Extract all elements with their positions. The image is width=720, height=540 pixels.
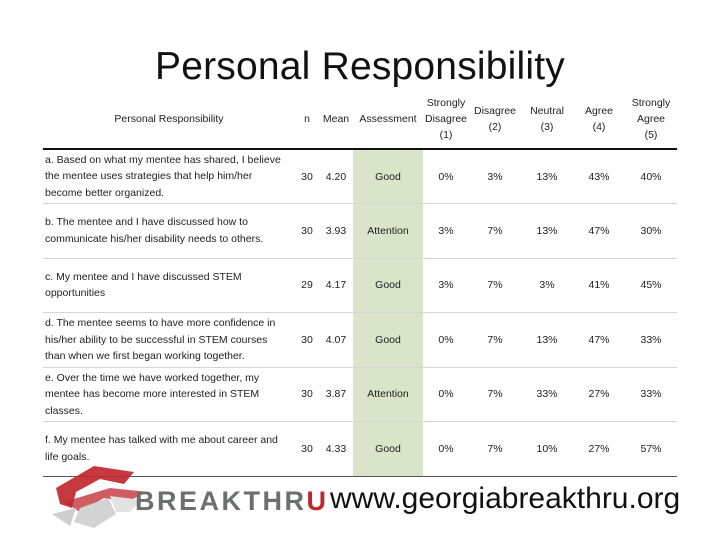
question-cell: a. Based on what my mentee has shared, I… <box>43 149 295 204</box>
neutral-cell: 10% <box>521 421 573 477</box>
mean-cell: 4.20 <box>319 149 353 204</box>
header-line: Disagree <box>473 105 517 117</box>
strongly-disagree-cell: 0% <box>423 367 469 422</box>
header-strongly-disagree: Strongly Disagree (1) <box>423 90 469 150</box>
assessment-cell: Good <box>353 258 423 313</box>
disagree-cell: 7% <box>469 312 521 368</box>
mean-cell: 4.07 <box>319 312 353 368</box>
disagree-cell: 7% <box>469 421 521 477</box>
n-cell: 30 <box>295 203 319 259</box>
logo-text-main: BREAKTHR <box>135 486 307 516</box>
neutral-cell: 13% <box>521 312 573 368</box>
page-title: Personal Responsibility <box>155 45 565 88</box>
header-assessment: Assessment <box>353 90 423 150</box>
agree-cell: 27% <box>573 367 625 422</box>
strongly-agree-cell: 45% <box>625 258 677 313</box>
n-cell: 30 <box>295 367 319 422</box>
strongly-agree-cell: 40% <box>625 149 677 204</box>
strongly-disagree-cell: 3% <box>423 258 469 313</box>
question-cell: e. Over the time we have worked together… <box>43 367 295 422</box>
table-row: c. My mentee and I have discussed STEM o… <box>43 258 677 313</box>
strongly-agree-cell: 57% <box>625 421 677 477</box>
neutral-cell: 13% <box>521 203 573 259</box>
table-row: d. The mentee seems to have more confide… <box>43 312 677 368</box>
assessment-cell: Good <box>353 312 423 368</box>
strongly-agree-cell: 33% <box>625 312 677 368</box>
footer-url: www.georgiabreakthru.org <box>330 482 681 515</box>
header-line: Agree <box>584 105 614 117</box>
n-cell: 30 <box>295 312 319 368</box>
n-cell: 30 <box>295 149 319 204</box>
header-line: Neutral <box>530 105 564 117</box>
assessment-cell: Attention <box>353 203 423 259</box>
strongly-disagree-cell: 0% <box>423 312 469 368</box>
header-mean: Mean <box>319 90 353 150</box>
header-row: Personal Responsibility n Mean Assessmen… <box>43 90 677 150</box>
agree-cell: 41% <box>573 258 625 313</box>
question-cell: d. The mentee seems to have more confide… <box>43 312 295 368</box>
breakthru-arrow-icon <box>52 466 148 528</box>
header-line: Disagree <box>424 113 468 125</box>
neutral-cell: 13% <box>521 149 573 204</box>
question-cell: b. The mentee and I have discussed how t… <box>43 203 295 259</box>
mean-cell: 4.17 <box>319 258 353 313</box>
neutral-cell: 3% <box>521 258 573 313</box>
mean-cell: 3.93 <box>319 203 353 259</box>
strongly-agree-cell: 30% <box>625 203 677 259</box>
table-row: b. The mentee and I have discussed how t… <box>43 203 677 259</box>
header-question: Personal Responsibility <box>43 90 295 150</box>
assessment-cell: Good <box>353 421 423 477</box>
header-line: (4) <box>592 121 606 133</box>
header-line: Strongly <box>426 97 466 109</box>
mean-cell: 4.33 <box>319 421 353 477</box>
strongly-disagree-cell: 0% <box>423 421 469 477</box>
table-row: a. Based on what my mentee has shared, I… <box>43 149 677 204</box>
mean-cell: 3.87 <box>319 367 353 422</box>
header-line: Agree <box>636 113 666 125</box>
header-agree: Agree (4) <box>573 90 625 150</box>
header-line: (3) <box>540 121 554 133</box>
header-line: Strongly <box>631 97 671 109</box>
strongly-disagree-cell: 0% <box>423 149 469 204</box>
neutral-cell: 33% <box>521 367 573 422</box>
disagree-cell: 3% <box>469 149 521 204</box>
header-neutral: Neutral (3) <box>521 90 573 150</box>
n-cell: 30 <box>295 421 319 477</box>
header-disagree: Disagree (2) <box>469 90 521 150</box>
disagree-cell: 7% <box>469 203 521 259</box>
agree-cell: 47% <box>573 312 625 368</box>
breakthru-logo-wordmark: BREAKTHRU <box>135 485 329 517</box>
question-cell: f. My mentee has talked with me about ca… <box>43 421 295 477</box>
n-cell: 29 <box>295 258 319 313</box>
header-n: n <box>295 90 319 150</box>
header-line: (1) <box>439 129 453 141</box>
question-cell: c. My mentee and I have discussed STEM o… <box>43 258 295 313</box>
disagree-cell: 7% <box>469 258 521 313</box>
header-strongly-agree: Strongly Agree (5) <box>625 90 677 150</box>
table-row: e. Over the time we have worked together… <box>43 367 677 422</box>
agree-cell: 43% <box>573 149 625 204</box>
table-row: f. My mentee has talked with me about ca… <box>43 421 677 477</box>
logo-text-accent: U <box>306 486 329 516</box>
assessment-cell: Good <box>353 149 423 204</box>
header-line: (2) <box>488 121 502 133</box>
strongly-agree-cell: 33% <box>625 367 677 422</box>
survey-table: Personal Responsibility n Mean Assessmen… <box>43 90 677 477</box>
disagree-cell: 7% <box>469 367 521 422</box>
header-line: (5) <box>644 129 658 141</box>
strongly-disagree-cell: 3% <box>423 203 469 259</box>
assessment-cell: Attention <box>353 367 423 422</box>
agree-cell: 27% <box>573 421 625 477</box>
agree-cell: 47% <box>573 203 625 259</box>
